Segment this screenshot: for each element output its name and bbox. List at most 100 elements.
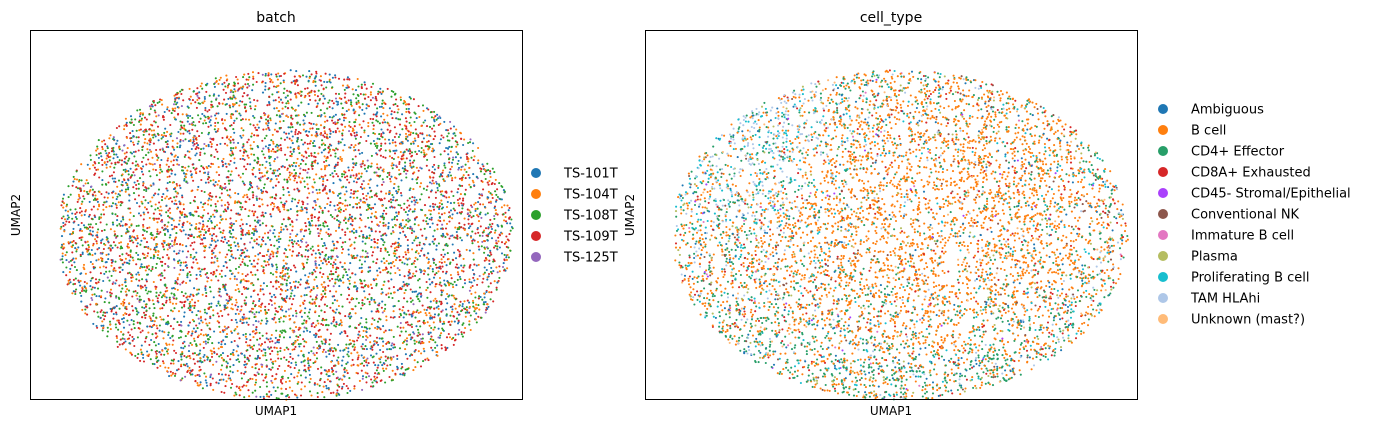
data-point [355, 97, 358, 100]
data-point [399, 326, 402, 329]
data-point [276, 156, 279, 159]
data-point [421, 247, 424, 250]
data-point [174, 97, 177, 100]
data-point [159, 364, 162, 368]
data-point [356, 351, 359, 354]
data-point [137, 136, 140, 139]
data-point [369, 117, 372, 120]
data-point [212, 273, 215, 276]
data-point [350, 134, 353, 137]
data-point [137, 224, 140, 227]
data-point [439, 220, 442, 223]
data-point [375, 171, 378, 174]
data-point [489, 218, 492, 221]
data-point [174, 351, 178, 355]
data-point [385, 293, 388, 296]
data-point [222, 339, 225, 342]
data-point [229, 379, 232, 382]
data-point [202, 334, 205, 337]
data-point [318, 188, 321, 191]
data-point [96, 208, 99, 211]
data-point [170, 223, 173, 227]
data-point [347, 253, 350, 256]
data-point [394, 271, 397, 275]
data-point [503, 242, 506, 245]
data-point [337, 157, 340, 160]
data-point [433, 258, 436, 261]
data-point [442, 169, 445, 172]
data-point [405, 343, 408, 346]
data-point [95, 153, 98, 157]
data-point [155, 115, 158, 118]
data-point [430, 335, 433, 338]
data-point [414, 366, 417, 369]
data-point [380, 288, 383, 291]
data-point [139, 348, 142, 351]
data-point [268, 292, 272, 295]
data-point [182, 221, 185, 224]
data-point [371, 251, 375, 254]
data-point [425, 220, 428, 223]
data-point [457, 273, 460, 276]
data-point [482, 203, 485, 206]
data-point [180, 320, 183, 323]
data-point [336, 127, 339, 130]
data-point [289, 295, 292, 298]
data-point [226, 253, 229, 256]
data-point [431, 165, 434, 168]
data-point [98, 216, 101, 219]
data-point [112, 312, 115, 316]
data-point [417, 331, 420, 334]
data-point [363, 187, 366, 190]
data-point [463, 300, 466, 303]
data-point [382, 257, 385, 260]
data-point [471, 284, 474, 288]
data-point [228, 138, 231, 141]
data-point [347, 350, 350, 353]
data-point [249, 107, 252, 110]
data-point [67, 210, 70, 213]
data-point [258, 235, 261, 238]
data-point [270, 303, 274, 307]
data-point [323, 97, 326, 100]
data-point [246, 86, 249, 89]
data-point [307, 103, 310, 106]
data-point [328, 148, 331, 151]
data-point [356, 290, 359, 293]
data-point [455, 317, 459, 320]
data-point [426, 185, 429, 188]
data-point [77, 223, 80, 227]
data-point [398, 259, 401, 262]
data-point [132, 337, 135, 341]
data-point [437, 183, 441, 186]
data-point [369, 266, 372, 269]
data-point [456, 141, 459, 144]
data-point [226, 207, 229, 210]
data-point [176, 282, 179, 285]
data-point [289, 287, 292, 290]
data-point [386, 364, 389, 367]
data-point [438, 184, 441, 187]
data-point [357, 356, 360, 359]
data-point [325, 323, 328, 326]
data-point [398, 161, 401, 164]
data-point [281, 277, 284, 280]
data-point [394, 144, 397, 147]
data-point [116, 219, 119, 222]
data-point [316, 227, 319, 230]
data-point [468, 301, 471, 304]
data-point [356, 339, 359, 342]
data-point [363, 81, 366, 84]
data-point [346, 391, 349, 395]
data-point [131, 256, 134, 259]
data-point [395, 177, 398, 180]
data-point [243, 165, 246, 168]
data-point [229, 97, 232, 100]
data-point [318, 328, 321, 331]
data-point [296, 84, 299, 87]
data-point [225, 165, 228, 168]
data-point [120, 234, 123, 238]
data-point [334, 229, 338, 232]
data-point [172, 103, 176, 106]
data-point [254, 254, 257, 258]
